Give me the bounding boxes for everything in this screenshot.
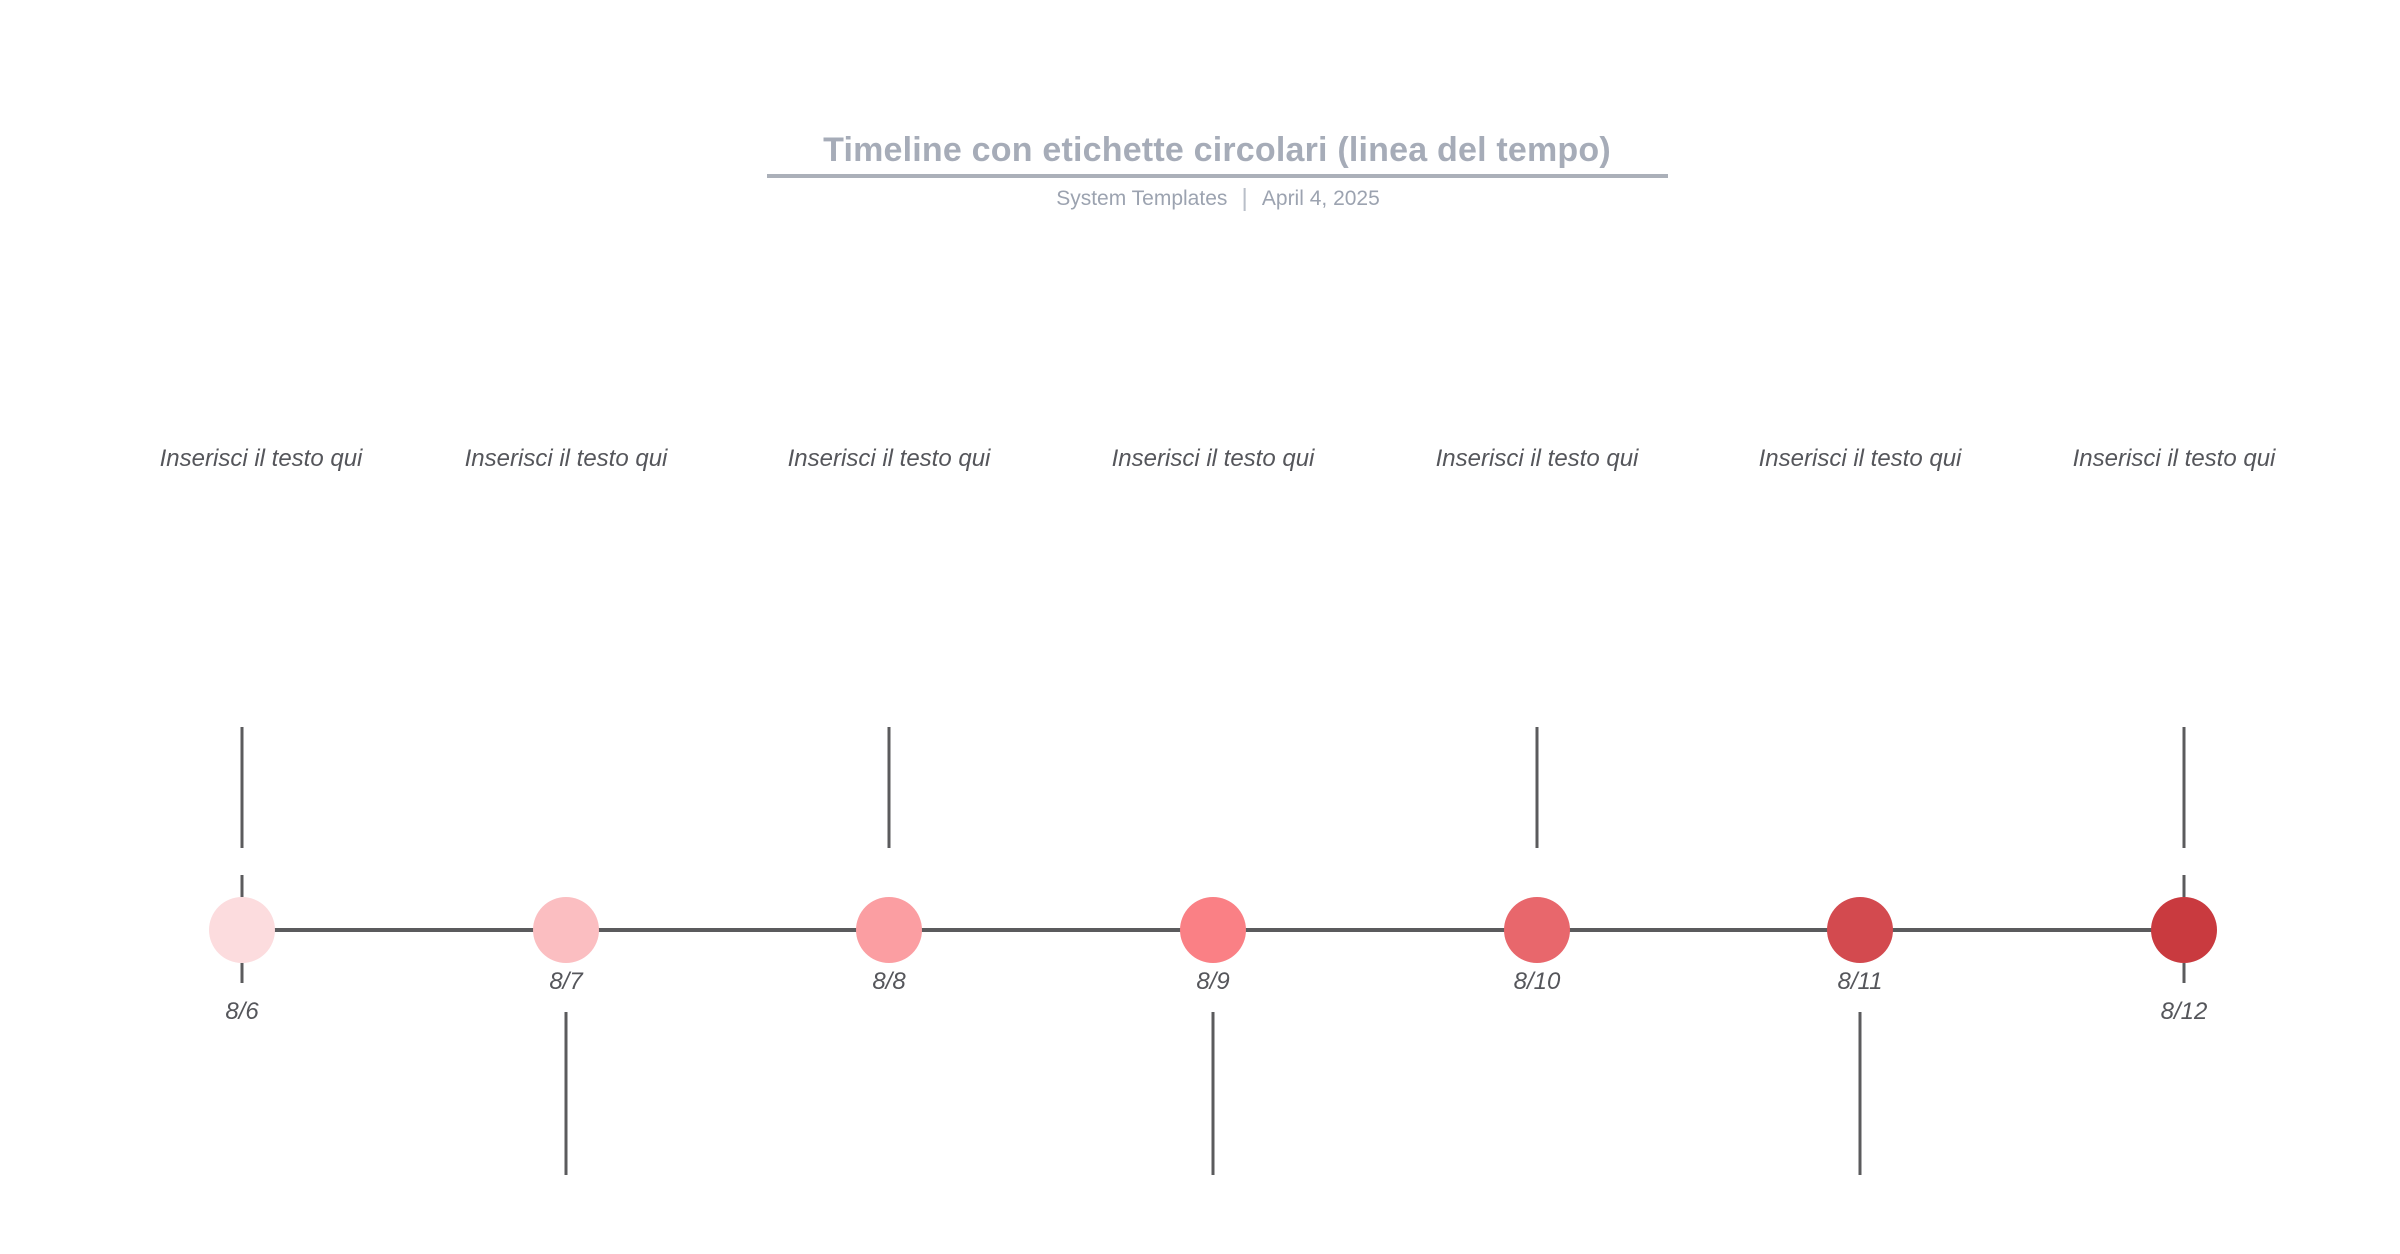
node-date-label[interactable]: 8/9 [1196, 968, 1230, 995]
node-placeholder-text[interactable]: Inserisci il testo qui [464, 445, 668, 472]
node-stem-line [1211, 1012, 1215, 1175]
node-date-label[interactable]: 8/7 [549, 968, 583, 995]
node-placeholder-text[interactable]: Inserisci il testo qui [159, 445, 363, 472]
node-placeholder-text[interactable]: Inserisci il testo qui [1111, 445, 1315, 472]
node-stem-line [1535, 727, 1539, 848]
node-circle[interactable] [1180, 897, 1246, 963]
node-placeholder-text[interactable]: Inserisci il testo qui [2072, 445, 2276, 472]
node-tick-line [2182, 875, 2186, 897]
node-stem-line [240, 727, 244, 848]
node-circle[interactable] [2151, 897, 2217, 963]
node-circle[interactable] [1504, 897, 1570, 963]
subtitle: System Templates | April 4, 2025 [1056, 186, 1380, 211]
node-stem-line [2182, 727, 2186, 848]
node-tick-line [240, 875, 244, 897]
node-placeholder-text[interactable]: Inserisci il testo qui [1435, 445, 1639, 472]
node-circle[interactable] [1827, 897, 1893, 963]
subtitle-separator: | [1241, 184, 1248, 213]
node-tick-line [240, 963, 244, 983]
node-stem-line [564, 1012, 568, 1175]
node-tick-line [2182, 963, 2186, 983]
node-date-label[interactable]: 8/10 [1513, 968, 1561, 995]
node-date-label[interactable]: 8/6 [225, 998, 259, 1025]
title-underline [767, 174, 1668, 178]
page-title: Timeline con etichette circolari (linea … [823, 131, 1611, 169]
node-circle[interactable] [856, 897, 922, 963]
node-date-label[interactable]: 8/12 [2160, 998, 2208, 1025]
node-stem-line [887, 727, 891, 848]
subtitle-author: System Templates [1056, 187, 1228, 210]
node-circle[interactable] [533, 897, 599, 963]
node-date-label[interactable]: 8/11 [1837, 968, 1883, 995]
node-placeholder-text[interactable]: Inserisci il testo qui [787, 445, 991, 472]
node-circle[interactable] [209, 897, 275, 963]
subtitle-date: April 4, 2025 [1261, 187, 1380, 210]
node-date-label[interactable]: 8/8 [872, 968, 906, 995]
node-stem-line [1858, 1012, 1862, 1175]
node-placeholder-text[interactable]: Inserisci il testo qui [1758, 445, 1962, 472]
